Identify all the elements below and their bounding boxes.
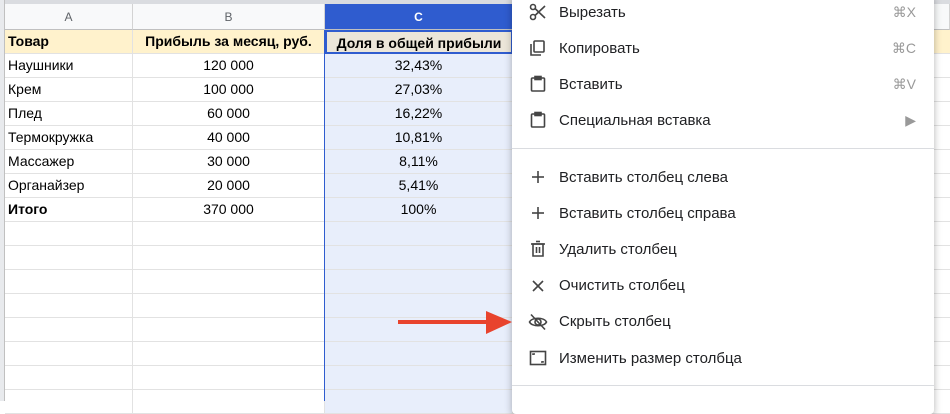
menu-item-label: Копировать (559, 39, 640, 57)
menu-item-label: Изменить размер столбца (559, 349, 742, 367)
cell[interactable]: Товар (5, 30, 133, 54)
cell[interactable] (133, 318, 325, 342)
cell[interactable]: 27,03% (325, 78, 513, 102)
cell[interactable]: 100 000 (133, 78, 325, 102)
menu-item-label: Очистить столбец (559, 277, 685, 295)
menu-item[interactable]: Вставить столбец слева (512, 160, 934, 194)
cell[interactable]: 100% (325, 198, 513, 222)
menu-divider (512, 385, 934, 386)
menu-item[interactable]: Изменить размер столбца (512, 341, 934, 375)
selection-border-left (324, 30, 325, 401)
menu-item[interactable]: Вставить столбец справа (512, 196, 934, 230)
menu-item-label: Вставить столбец слева (559, 168, 728, 186)
menu-item-label: Удалить столбец (559, 240, 677, 258)
menu-item[interactable]: Вставить ⌘V (512, 67, 934, 101)
cell[interactable] (325, 222, 513, 246)
cell[interactable]: 8,11% (325, 150, 513, 174)
close-icon (528, 279, 548, 293)
menu-item[interactable]: Скрыть столбец (512, 305, 934, 339)
eye-off-icon (528, 313, 548, 331)
cell[interactable] (325, 390, 513, 414)
menu-item-shortcut: ⌘V (892, 75, 916, 92)
cell[interactable] (5, 390, 133, 414)
cell[interactable]: 30 000 (133, 150, 325, 174)
cell[interactable] (5, 366, 133, 390)
cell[interactable]: Крем (5, 78, 133, 102)
cell[interactable]: 20 000 (133, 174, 325, 198)
red-arrow-annotation (398, 311, 512, 334)
trash-icon (528, 240, 548, 258)
cell[interactable]: 370 000 (133, 198, 325, 222)
cell[interactable] (133, 270, 325, 294)
cell[interactable] (5, 342, 133, 366)
cell[interactable] (5, 270, 133, 294)
table-row (5, 222, 950, 246)
menu-item[interactable]: Удалить столбец (512, 232, 934, 266)
cell[interactable]: Плед (5, 102, 133, 126)
column-header-a[interactable]: A (5, 4, 133, 30)
column-header-b[interactable]: B (133, 4, 325, 30)
menu-item-shortcut: ⌘X (892, 3, 916, 20)
clipboard-icon (528, 111, 548, 129)
menu-item-label: Специальная вставка (559, 111, 711, 129)
column-header-c[interactable]: C (325, 4, 513, 30)
cell[interactable]: 16,22% (325, 102, 513, 126)
copy-icon (528, 39, 548, 57)
cell[interactable] (325, 270, 513, 294)
cell[interactable]: Наушники (5, 54, 133, 78)
cell[interactable]: 5,41% (325, 174, 513, 198)
cell[interactable]: 40 000 (133, 126, 325, 150)
cell[interactable] (5, 318, 133, 342)
row-header-strip (0, 0, 5, 401)
cell[interactable]: Доля в общей прибыли (325, 30, 513, 54)
menu-divider (512, 148, 934, 149)
menu-item[interactable]: Вырезать ⌘X (512, 0, 934, 29)
resize-icon (528, 350, 548, 366)
cell[interactable] (133, 246, 325, 270)
cell[interactable] (133, 366, 325, 390)
cell[interactable] (325, 366, 513, 390)
cell[interactable]: Массажер (5, 150, 133, 174)
table-row: Органайзер 20 000 5,41% (5, 174, 950, 198)
menu-item-label: Вставить (559, 75, 623, 93)
scissors-icon (528, 3, 548, 21)
menu-item-shortcut: ▶ (905, 111, 916, 128)
table-row: Плед 60 000 16,22% (5, 102, 950, 126)
cell[interactable] (133, 222, 325, 246)
cell[interactable] (133, 294, 325, 318)
menu-item-label: Скрыть столбец (559, 313, 671, 331)
context-menu: Вырезать ⌘X Копировать ⌘C Вставить ⌘V Специаль… (512, 0, 934, 414)
menu-item-label: Вырезать (559, 3, 626, 21)
menu-item-shortcut: ⌘C (891, 39, 916, 56)
cell[interactable]: 10,81% (325, 126, 513, 150)
clipboard-icon (528, 75, 548, 93)
cell[interactable] (5, 246, 133, 270)
cell[interactable]: Итого (5, 198, 133, 222)
plus-icon (528, 205, 548, 221)
cell[interactable]: Прибыль за месяц, руб. (133, 30, 325, 54)
cell[interactable] (325, 246, 513, 270)
cell[interactable]: 32,43% (325, 54, 513, 78)
cell[interactable] (133, 342, 325, 366)
cell[interactable]: Органайзер (5, 174, 133, 198)
cell[interactable] (325, 342, 513, 366)
cell[interactable] (325, 294, 513, 318)
cell[interactable]: 60 000 (133, 102, 325, 126)
cell[interactable] (5, 222, 133, 246)
menu-item[interactable]: Специальная вставка ▶ (512, 103, 934, 137)
cell[interactable]: Термокружка (5, 126, 133, 150)
menu-item[interactable]: Очистить столбец (512, 269, 934, 303)
top-bar (0, 0, 950, 4)
cell[interactable] (133, 390, 325, 414)
menu-item-label: Вставить столбец справа (559, 204, 736, 222)
plus-icon (528, 169, 548, 185)
cell[interactable]: 120 000 (133, 54, 325, 78)
cell[interactable] (5, 294, 133, 318)
menu-item[interactable]: Копировать ⌘C (512, 31, 934, 65)
